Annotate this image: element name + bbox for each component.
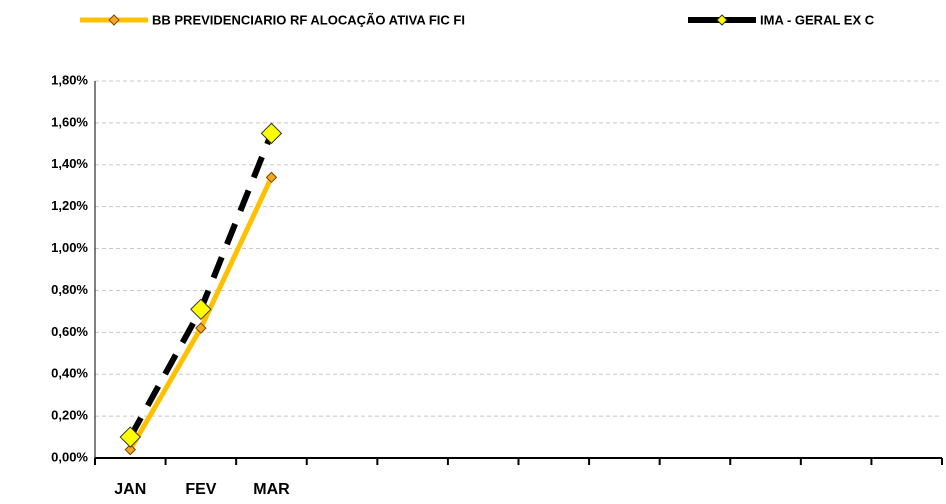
- y-tick-label: 0,20%: [51, 408, 88, 423]
- y-tick-label: 1,40%: [51, 156, 88, 171]
- legend-label: BB PREVIDENCIARIO RF ALOCAÇÃO ATIVA FIC …: [152, 12, 465, 27]
- marker: [265, 171, 278, 184]
- y-tick-label: 0,00%: [51, 449, 88, 464]
- series-line: [127, 132, 275, 439]
- y-tick-label: 1,00%: [51, 240, 88, 255]
- y-tick-label: 0,60%: [51, 324, 88, 339]
- y-tick-label: 1,20%: [51, 198, 88, 213]
- marker: [119, 426, 141, 448]
- x-tick-label: FEV: [185, 481, 216, 498]
- x-tick-label: MAR: [253, 481, 290, 498]
- y-tick-label: 1,80%: [51, 72, 88, 87]
- y-tick-label: 0,40%: [51, 366, 88, 381]
- marker: [124, 443, 136, 456]
- y-tick-label: 1,60%: [51, 114, 88, 129]
- y-tick-label: 0,80%: [51, 282, 88, 297]
- legend-marker: [108, 14, 120, 26]
- marker: [195, 322, 207, 334]
- legend-marker: [716, 14, 728, 26]
- marker: [190, 298, 212, 321]
- legend-label: IMA - GERAL EX C: [760, 12, 875, 27]
- x-tick-label: JAN: [114, 481, 146, 498]
- marker: [260, 122, 283, 145]
